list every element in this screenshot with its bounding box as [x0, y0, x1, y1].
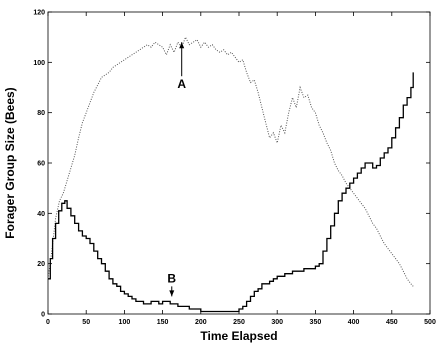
series-layer — [47, 35, 414, 313]
annotation-label-a: A — [177, 77, 186, 91]
x-tick-label: 500 — [424, 319, 436, 326]
x-axis-label: Time Elapsed — [200, 329, 277, 343]
x-tick-label: 350 — [310, 319, 322, 326]
x-tick-label: 200 — [195, 319, 207, 326]
x-tick-label: 50 — [82, 319, 90, 326]
y-tick-label: 100 — [33, 60, 45, 67]
annotations: AB — [167, 42, 186, 297]
x-tick-label: 400 — [348, 319, 360, 326]
x-tick-label: 150 — [157, 319, 169, 326]
y-tick-label: 20 — [37, 261, 45, 268]
y-tick-label: 0 — [41, 312, 45, 319]
annotation-arrowhead-a — [179, 42, 185, 49]
x-axis-ticks: 0 50 100 150 200 250 300 350 400 450 500 — [46, 12, 436, 326]
annotation-label-b: B — [167, 271, 176, 285]
y-tick-label: 120 — [33, 10, 45, 17]
y-tick-label: 80 — [37, 110, 45, 117]
y-axis-label: Forager Group Size (Bees) — [3, 87, 17, 238]
x-tick-label: 250 — [233, 319, 245, 326]
x-tick-label: 300 — [271, 319, 283, 326]
x-tick-label: 100 — [119, 319, 131, 326]
y-tick-label: 40 — [37, 211, 45, 218]
y-axis-ticks: 0 20 40 60 80 100 120 — [33, 10, 430, 319]
series-line-2 — [48, 72, 414, 313]
x-tick-label: 450 — [386, 319, 398, 326]
y-tick-label: 60 — [37, 161, 45, 168]
x-tick-label: 0 — [46, 319, 50, 326]
annotation-arrowhead-b — [169, 290, 175, 297]
